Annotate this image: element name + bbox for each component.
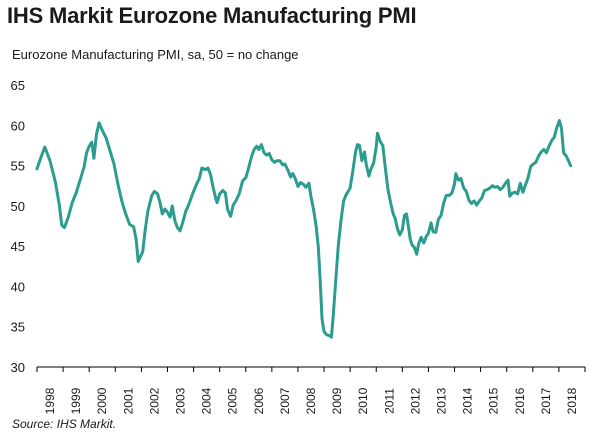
y-tick-label: 35	[11, 320, 25, 335]
x-tick-label: 2004	[200, 387, 214, 414]
x-tick-label: 2009	[330, 387, 344, 414]
y-tick-label: 55	[11, 159, 25, 174]
series-layer	[35, 119, 573, 339]
x-tick-label: 2005	[226, 387, 240, 414]
y-tick-label: 65	[11, 78, 25, 93]
y-tick-label: 30	[11, 360, 25, 375]
y-tick-labels: 30 35 40 45 50 55 60 65	[11, 78, 25, 375]
x-tick-label: 2003	[174, 387, 188, 414]
series-line	[35, 119, 573, 339]
chart-title: IHS Markit Eurozone Manufacturing PMI	[7, 3, 417, 28]
x-tick-label: 2002	[147, 387, 161, 414]
y-tick-label: 60	[11, 118, 25, 133]
chart-subtitle: Eurozone Manufacturing PMI, sa, 50 = no …	[12, 47, 299, 62]
x-tick-label: 2010	[356, 387, 370, 414]
x-tick-label: 1998	[43, 387, 57, 414]
x-tick-label: 2008	[304, 387, 318, 414]
x-tick-label: 1999	[69, 387, 83, 414]
x-tick-label: 2018	[565, 387, 579, 414]
y-tick-label: 45	[11, 239, 25, 254]
x-tick-label: 2011	[382, 388, 396, 414]
x-tick-labels: 1998 1999 2000 2001 2002 2003 2004 2005 2006 2007…	[43, 387, 579, 414]
x-tick-label: 2015	[487, 387, 501, 414]
x-tick-label: 2012	[408, 387, 422, 414]
axes	[36, 366, 586, 372]
x-tick-label: 2017	[539, 387, 553, 414]
y-tick-label: 40	[11, 279, 25, 294]
x-tick-label: 2000	[95, 387, 109, 414]
x-tick-label: 2007	[278, 387, 292, 414]
x-tick-label: 2014	[461, 387, 475, 414]
x-tick-label: 2013	[434, 387, 448, 414]
x-tick-label: 2006	[252, 387, 266, 414]
source-note: Source: IHS Markit.	[12, 417, 117, 431]
x-tick-label: 2001	[121, 387, 135, 414]
y-tick-label: 50	[11, 199, 25, 214]
x-tick-label: 2016	[513, 387, 527, 414]
